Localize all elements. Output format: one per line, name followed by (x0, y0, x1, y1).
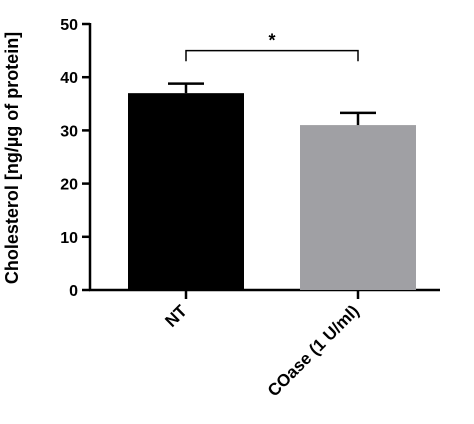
bars (128, 82, 416, 290)
significance-bracket: * (185, 31, 359, 62)
y-tick-label: 20 (60, 177, 78, 194)
significance-star: * (268, 31, 275, 51)
y-tick-label: 0 (69, 283, 78, 300)
x-axis-ticks: NT COase (1 U/ml) (161, 290, 363, 400)
y-axis-title: Cholesterol [ng/µg of protein] (2, 32, 22, 284)
x-category-label: NT (161, 301, 191, 331)
y-tick-label: 40 (60, 70, 78, 87)
y-tick-label: 50 (60, 17, 78, 34)
bar-nt (128, 93, 244, 290)
y-axis-ticks: 0 10 20 30 40 50 (60, 17, 90, 300)
significance-line (185, 49, 359, 62)
y-tick-label: 30 (60, 123, 78, 140)
bar-coase (300, 125, 416, 290)
y-tick-label: 10 (60, 230, 78, 247)
x-category-label: COase (1 U/ml) (264, 301, 363, 400)
